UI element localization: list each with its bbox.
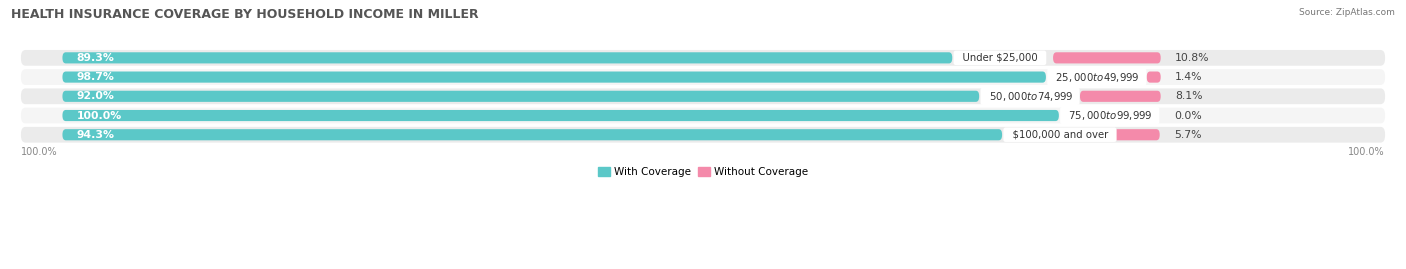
Text: 5.7%: 5.7% bbox=[1174, 130, 1201, 140]
FancyBboxPatch shape bbox=[21, 127, 1385, 143]
FancyBboxPatch shape bbox=[21, 69, 1385, 85]
FancyBboxPatch shape bbox=[1147, 72, 1161, 83]
FancyBboxPatch shape bbox=[21, 108, 1385, 123]
Legend: With Coverage, Without Coverage: With Coverage, Without Coverage bbox=[593, 163, 813, 181]
Text: 1.4%: 1.4% bbox=[1175, 72, 1202, 82]
Text: 10.8%: 10.8% bbox=[1175, 53, 1209, 63]
Text: Source: ZipAtlas.com: Source: ZipAtlas.com bbox=[1299, 8, 1395, 17]
FancyBboxPatch shape bbox=[62, 52, 952, 63]
Text: 94.3%: 94.3% bbox=[77, 130, 115, 140]
Text: 92.0%: 92.0% bbox=[77, 91, 114, 101]
Text: 100.0%: 100.0% bbox=[21, 147, 58, 157]
Text: 8.1%: 8.1% bbox=[1175, 91, 1202, 101]
FancyBboxPatch shape bbox=[62, 72, 1046, 83]
Text: 98.7%: 98.7% bbox=[77, 72, 114, 82]
Text: 89.3%: 89.3% bbox=[77, 53, 114, 63]
Text: $75,000 to $99,999: $75,000 to $99,999 bbox=[1063, 109, 1157, 122]
Text: 0.0%: 0.0% bbox=[1174, 111, 1202, 121]
Text: $50,000 to $74,999: $50,000 to $74,999 bbox=[983, 90, 1077, 103]
Text: $25,000 to $49,999: $25,000 to $49,999 bbox=[1049, 70, 1144, 84]
FancyBboxPatch shape bbox=[62, 110, 1059, 121]
Text: 100.0%: 100.0% bbox=[1348, 147, 1385, 157]
FancyBboxPatch shape bbox=[62, 91, 979, 102]
FancyBboxPatch shape bbox=[1080, 91, 1161, 102]
FancyBboxPatch shape bbox=[21, 50, 1385, 66]
Text: 100.0%: 100.0% bbox=[77, 111, 122, 121]
Text: $100,000 and over: $100,000 and over bbox=[1005, 130, 1115, 140]
Text: HEALTH INSURANCE COVERAGE BY HOUSEHOLD INCOME IN MILLER: HEALTH INSURANCE COVERAGE BY HOUSEHOLD I… bbox=[11, 8, 479, 21]
FancyBboxPatch shape bbox=[1053, 52, 1161, 63]
FancyBboxPatch shape bbox=[62, 129, 1002, 140]
FancyBboxPatch shape bbox=[21, 89, 1385, 104]
Text: Under $25,000: Under $25,000 bbox=[956, 53, 1045, 63]
FancyBboxPatch shape bbox=[1102, 129, 1160, 140]
